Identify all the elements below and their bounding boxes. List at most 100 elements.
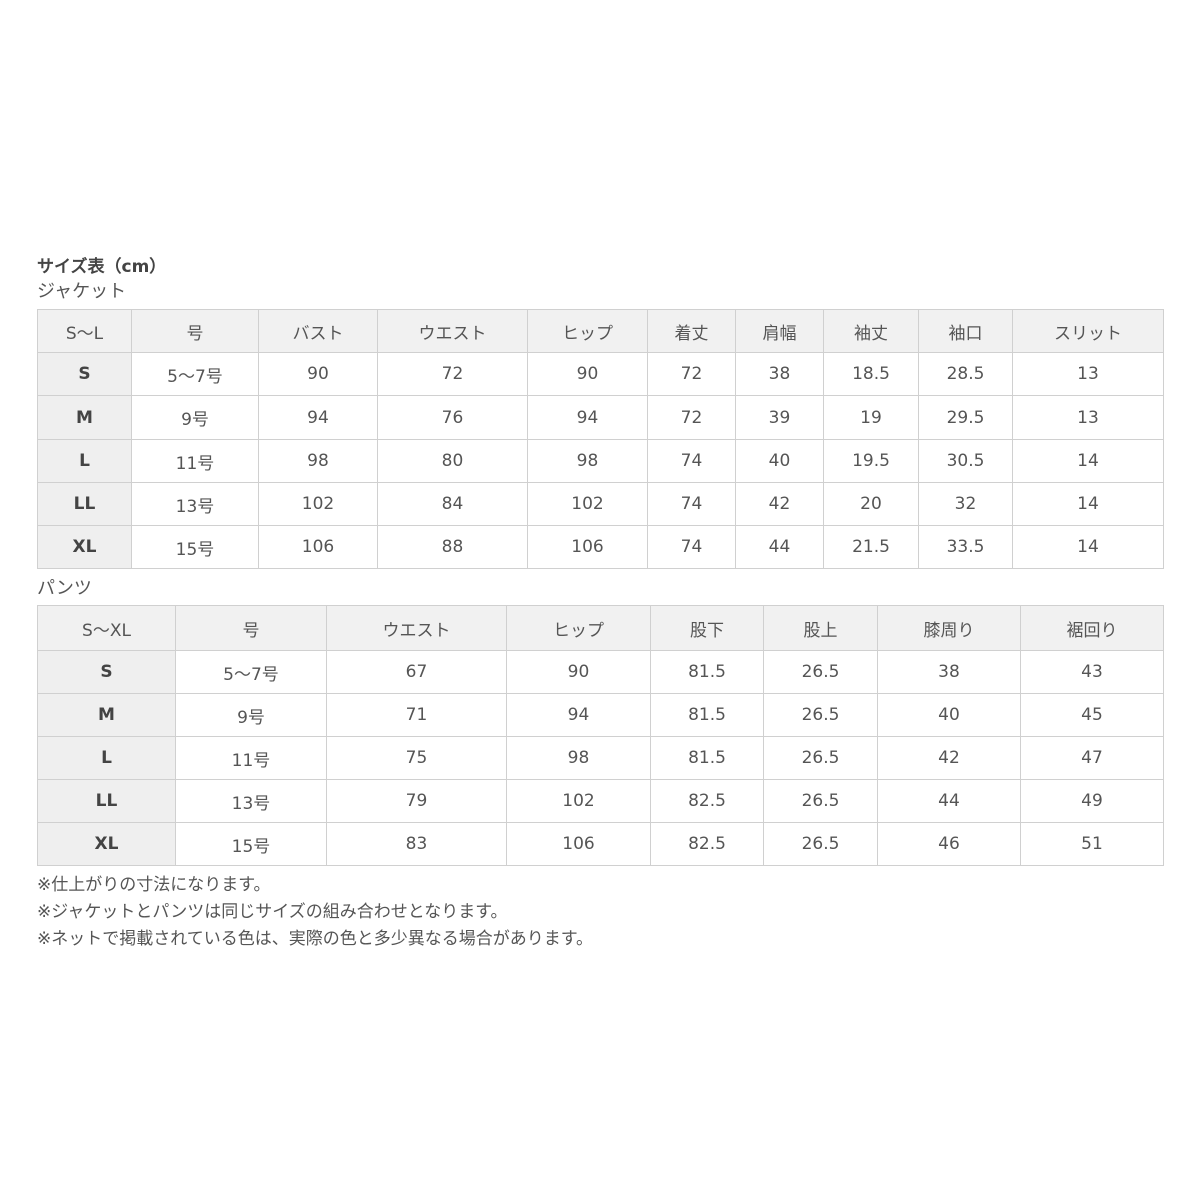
- table-cell: 67: [326, 650, 507, 694]
- column-header: ヒップ: [527, 309, 648, 353]
- table-cell: 15号: [131, 525, 259, 569]
- table-cell: 30.5: [918, 439, 1013, 483]
- note: ※ネットで掲載されている色は、実際の色と多少異なる場合があります。: [37, 929, 594, 949]
- table-cell: 32: [918, 482, 1013, 526]
- table-cell: 94: [527, 395, 648, 440]
- table-cell: 94: [506, 693, 651, 737]
- size-label: LL: [37, 779, 176, 823]
- table-cell: 13号: [175, 779, 327, 823]
- table-cell: 71: [326, 693, 507, 737]
- table-cell: 98: [506, 736, 651, 780]
- table-cell: 98: [527, 439, 648, 483]
- table-cell: 39: [735, 395, 824, 440]
- page-title: サイズ表（cm）: [37, 257, 167, 277]
- table-cell: 45: [1020, 693, 1164, 737]
- table-cell: 72: [647, 395, 736, 440]
- table-cell: 26.5: [763, 822, 878, 866]
- table-cell: 75: [326, 736, 507, 780]
- table-cell: 102: [258, 482, 378, 526]
- table-row: LL 13号 102 84 102 74 42 20 32 14: [37, 482, 1164, 526]
- table-cell: 82.5: [650, 779, 764, 823]
- table-cell: 19: [823, 395, 919, 440]
- column-header: 股上: [763, 605, 878, 651]
- column-header: 着丈: [647, 309, 736, 353]
- table-cell: 20: [823, 482, 919, 526]
- column-header: ウエスト: [377, 309, 528, 353]
- table-cell: 81.5: [650, 693, 764, 737]
- table-cell: 11号: [131, 439, 259, 483]
- table-cell: 5～7号: [131, 352, 259, 396]
- table-cell: 94: [258, 395, 378, 440]
- table-cell: 106: [506, 822, 651, 866]
- size-label: XL: [37, 525, 132, 569]
- table-cell: 38: [877, 650, 1021, 694]
- table-cell: 90: [527, 352, 648, 396]
- table-row: L 11号 98 80 98 74 40 19.5 30.5 14: [37, 439, 1164, 483]
- table-cell: 11号: [175, 736, 327, 780]
- table-cell: 74: [647, 439, 736, 483]
- size-label: S: [37, 352, 132, 396]
- table-cell: 21.5: [823, 525, 919, 569]
- header-row: S～XL 号ウエスト ヒップ 股下 股上 膝周り 裾回り: [37, 605, 1164, 651]
- table-cell: 44: [735, 525, 824, 569]
- table-cell: 82.5: [650, 822, 764, 866]
- column-header: バスト: [258, 309, 378, 353]
- table-cell: 72: [647, 352, 736, 396]
- table-cell: 46: [877, 822, 1021, 866]
- table-cell: 26.5: [763, 779, 878, 823]
- table-cell: 49: [1020, 779, 1164, 823]
- pants-label: パンツ: [37, 578, 92, 599]
- table-cell: 106: [527, 525, 648, 569]
- column-header: 号: [175, 605, 327, 651]
- table-cell: 18.5: [823, 352, 919, 396]
- column-header: 号: [131, 309, 259, 353]
- table-cell: 26.5: [763, 650, 878, 694]
- table-cell: 106: [258, 525, 378, 569]
- table-cell: 51: [1020, 822, 1164, 866]
- notes: ※仕上がりの寸法になります。 ※ジャケットとパンツは同じサイズの組み合わせとなり…: [37, 872, 593, 953]
- size-label: L: [37, 439, 132, 483]
- jacket-size-table: S～L 号バスト ウエスト ヒップ 着丈 肩幅 袖丈 袖口 スリット S 5～7号 90 72 90 72 3…: [37, 309, 1164, 569]
- size-label: M: [37, 693, 176, 737]
- table-cell: 29.5: [918, 395, 1013, 440]
- header-row: S～L 号バスト ウエスト ヒップ 着丈 肩幅 袖丈 袖口 スリット: [37, 309, 1164, 353]
- table-cell: 40: [877, 693, 1021, 737]
- table-cell: 102: [506, 779, 651, 823]
- jacket-label: ジャケット: [37, 281, 127, 302]
- table-cell: 26.5: [763, 736, 878, 780]
- table-row: S 5～7号 90 72 90 72 38 18.5 28.5 13: [37, 352, 1164, 396]
- table-cell: 88: [377, 525, 528, 569]
- pants-size-table: S～XL 号ウエスト ヒップ 股下 股上 膝周り 裾回り S 5～7号 67 90 81.5 26.5 3…: [37, 605, 1164, 866]
- table-cell: 13: [1012, 395, 1164, 440]
- table-cell: 80: [377, 439, 528, 483]
- table-cell: 14: [1012, 525, 1164, 569]
- table-cell: 33.5: [918, 525, 1013, 569]
- table-cell: 43: [1020, 650, 1164, 694]
- size-label: S: [37, 650, 176, 694]
- table-cell: 102: [527, 482, 648, 526]
- table-row: S 5～7号 67 90 81.5 26.5 38 43: [37, 650, 1164, 694]
- column-header: 肩幅: [735, 309, 824, 353]
- table-cell: 38: [735, 352, 824, 396]
- column-header: S～XL: [37, 605, 176, 651]
- table-cell: 84: [377, 482, 528, 526]
- table-cell: 98: [258, 439, 378, 483]
- table-cell: 14: [1012, 439, 1164, 483]
- table-cell: 19.5: [823, 439, 919, 483]
- column-header: 袖丈: [823, 309, 919, 353]
- table-cell: 13号: [131, 482, 259, 526]
- table-cell: 26.5: [763, 693, 878, 737]
- table-cell: 15号: [175, 822, 327, 866]
- column-header: ウエスト: [326, 605, 507, 651]
- table-row: XL 15号 106 88 106 74 44 21.5 33.5 14: [37, 525, 1164, 569]
- note: ※ジャケットとパンツは同じサイズの組み合わせとなります。: [37, 902, 508, 922]
- table-cell: 5～7号: [175, 650, 327, 694]
- table-cell: 81.5: [650, 736, 764, 780]
- column-header: ヒップ: [506, 605, 651, 651]
- size-label: L: [37, 736, 176, 780]
- column-header: S～L: [37, 309, 132, 353]
- table-cell: 28.5: [918, 352, 1013, 396]
- size-label: M: [37, 395, 132, 440]
- column-header: スリット: [1012, 309, 1164, 353]
- table-cell: 14: [1012, 482, 1164, 526]
